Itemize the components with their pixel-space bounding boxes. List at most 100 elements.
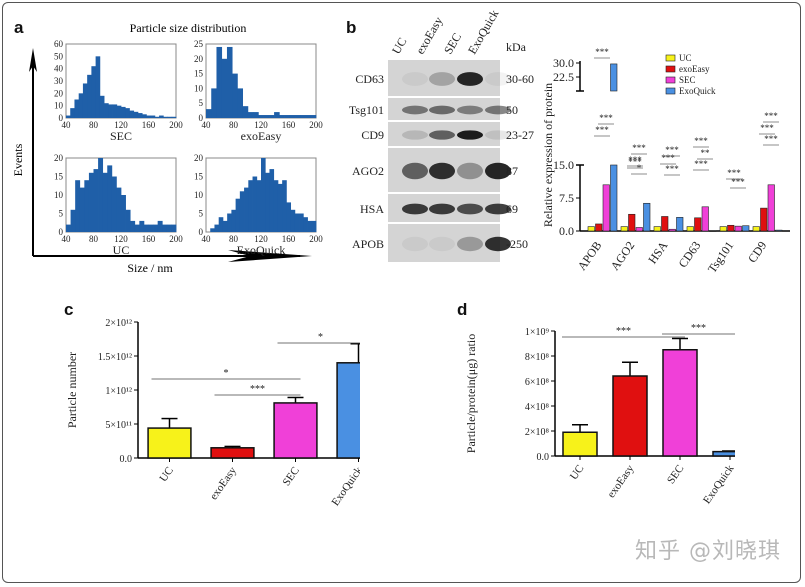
significance-label: *** bbox=[760, 123, 774, 133]
x-tick-label: 160 bbox=[282, 120, 296, 130]
significance-label: *** bbox=[661, 153, 675, 163]
hist-bar bbox=[82, 83, 88, 118]
hist-bar bbox=[157, 220, 163, 232]
hist-bar bbox=[134, 224, 140, 232]
hist-bar bbox=[303, 217, 308, 232]
hist-bar bbox=[307, 220, 313, 232]
significance-label: *** bbox=[250, 384, 265, 395]
hist-bar bbox=[125, 209, 131, 232]
blot-kda-label: 23-27 bbox=[506, 128, 534, 142]
hist-bar bbox=[300, 115, 306, 118]
blot-band bbox=[457, 105, 483, 115]
legend-label: SEC bbox=[679, 75, 696, 85]
hist-bar bbox=[256, 180, 262, 232]
y-tick-label: 5 bbox=[199, 209, 204, 219]
significance-label: *** bbox=[691, 323, 706, 334]
legend-swatch bbox=[665, 87, 676, 95]
hist-bar bbox=[279, 115, 285, 118]
x-tick-label: 160 bbox=[142, 234, 156, 244]
bar-SEC bbox=[734, 225, 742, 232]
bar-ExoQuick bbox=[775, 229, 783, 232]
y-tick-label: 5 bbox=[199, 98, 204, 108]
y-tick-label: 5×10¹¹ bbox=[105, 420, 132, 431]
panel-a-letter: a bbox=[14, 18, 24, 37]
panel-a-xlabel: Size / nm bbox=[127, 261, 173, 275]
blot-band bbox=[429, 105, 455, 115]
kda-unit-label: kDa bbox=[506, 40, 526, 54]
bar-UC bbox=[719, 226, 727, 232]
x-tick-label: APOB bbox=[575, 239, 605, 273]
hist-bar bbox=[282, 180, 287, 232]
hist-bar bbox=[171, 224, 177, 232]
legend-swatch bbox=[665, 76, 676, 84]
blot-band bbox=[429, 236, 455, 252]
y-tick-label: 15.0 bbox=[553, 158, 574, 172]
blot-kda-label: 69 bbox=[506, 202, 518, 216]
hist-bar bbox=[305, 115, 312, 118]
hist-bar bbox=[210, 228, 215, 232]
significance-label: ** bbox=[701, 148, 711, 158]
blot-image bbox=[388, 60, 511, 262]
x-tick-label: 200 bbox=[169, 120, 183, 130]
bar-exoEasy bbox=[612, 375, 648, 457]
y-tick-label: 2×10¹² bbox=[105, 318, 132, 329]
y-tick-label: 5 bbox=[59, 209, 64, 219]
hist-bar bbox=[143, 224, 149, 232]
y-tick-label: 20 bbox=[54, 153, 64, 163]
bar-ExoQuick bbox=[610, 164, 618, 232]
bar-exoEasy bbox=[760, 207, 768, 232]
significance-label: *** bbox=[628, 155, 642, 165]
y-tick-label: 15 bbox=[54, 172, 64, 182]
significance-label: *** bbox=[632, 143, 646, 153]
panel-d-bar-chart: 0.0 2×10⁸ 4×10⁸ 6×10⁸ 8×10⁸ 1×10⁹ Particle/pro… bbox=[464, 323, 735, 506]
size-arrow-head-icon bbox=[228, 250, 312, 262]
y-tick-label: 2×10⁸ bbox=[525, 427, 550, 438]
x-tick-label: 40 bbox=[202, 120, 212, 130]
bar-ExoQuick bbox=[712, 450, 735, 457]
y-tick-label: 0 bbox=[199, 113, 204, 123]
hist-bar bbox=[93, 169, 99, 232]
hist-bar bbox=[112, 104, 118, 118]
significance-label: *** bbox=[628, 157, 642, 167]
hist-bar bbox=[66, 115, 71, 118]
x-tick-label: 80 bbox=[229, 234, 239, 244]
blot-band bbox=[429, 203, 455, 215]
hist-bar bbox=[154, 116, 160, 118]
x-tick-label: 200 bbox=[169, 234, 183, 244]
hist-bar bbox=[125, 108, 130, 118]
legend-label: ExoQuick bbox=[679, 86, 716, 96]
blot-protein-label: APOB bbox=[351, 237, 384, 251]
panel-c-bar-chart: 0.0 5×10¹¹ 1×10¹² 1.5×10¹² 2×10¹² Particle nu… bbox=[65, 318, 360, 508]
bar-UC bbox=[620, 226, 628, 232]
bar-UC bbox=[587, 226, 595, 232]
bar-exoEasy bbox=[694, 217, 702, 232]
y-tick-label: 0 bbox=[199, 227, 204, 237]
hist-bar bbox=[98, 158, 104, 232]
x-tick-label: SEC bbox=[665, 463, 686, 486]
hist-bar bbox=[153, 224, 159, 232]
y-tick-label: 60 bbox=[54, 39, 64, 49]
y-tick-label: 1.5×10¹² bbox=[98, 352, 132, 363]
bar-ExoQuick bbox=[709, 230, 717, 232]
y-axis-label: Particle number bbox=[65, 352, 79, 428]
hist-bar bbox=[66, 224, 71, 232]
hist-bar bbox=[88, 172, 94, 232]
bar-exoEasy bbox=[661, 216, 669, 232]
significance-label: *** bbox=[764, 111, 778, 121]
blot-kda-label: -250 bbox=[506, 237, 528, 251]
hist-bar bbox=[269, 169, 275, 232]
blot-band bbox=[402, 105, 428, 115]
x-tick-label: 80 bbox=[229, 120, 239, 130]
hist-subplot-label: UC bbox=[113, 243, 130, 257]
bar-UC bbox=[653, 226, 661, 232]
y-tick-label: 25 bbox=[194, 39, 204, 49]
panel-a-title: Particle size distribution bbox=[130, 21, 247, 35]
blot-kda-label: 87 bbox=[506, 164, 518, 178]
bar-ExoQuick bbox=[742, 225, 750, 232]
bar-exoEasy bbox=[595, 223, 603, 232]
significance-label: * bbox=[224, 368, 229, 379]
significance-label: *** bbox=[599, 113, 613, 123]
blot-kda-label: 30-60 bbox=[506, 72, 534, 86]
hist-bar bbox=[139, 220, 145, 232]
